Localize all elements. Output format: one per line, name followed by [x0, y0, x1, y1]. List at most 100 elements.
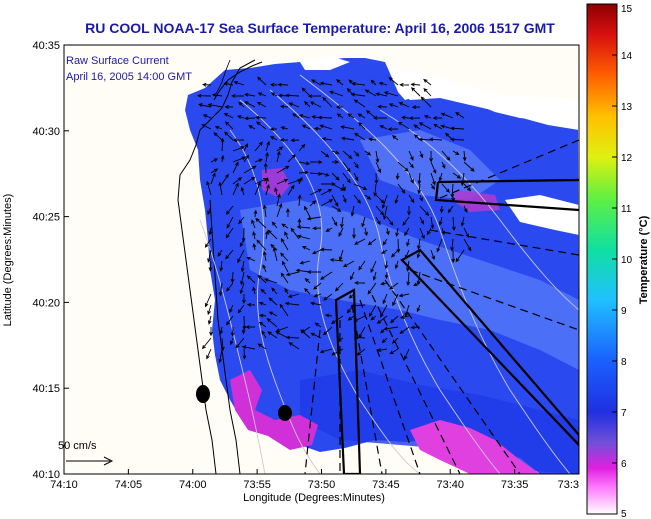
- cold-patch-east: [455, 190, 500, 212]
- current-arrow: [303, 205, 311, 218]
- current-arrow: [312, 226, 322, 231]
- nodata-east: [505, 195, 579, 235]
- current-arrow: [271, 221, 278, 229]
- current-arrow: [296, 225, 311, 230]
- current-arrow: [298, 114, 311, 119]
- current-arrow: [364, 150, 372, 156]
- current-arrow: [243, 165, 257, 174]
- current-arrow: [364, 89, 377, 97]
- current-arrow: [463, 205, 468, 213]
- current-arrow: [430, 172, 436, 186]
- y-tick-label: 40:25: [32, 212, 60, 224]
- current-arrow: [463, 227, 470, 239]
- current-arrow: [256, 101, 267, 108]
- current-arrow: [463, 183, 472, 192]
- current-arrow: [441, 150, 451, 161]
- current-arrow: [261, 330, 267, 339]
- current-arrow: [267, 331, 278, 339]
- current-arrow: [452, 172, 462, 179]
- current-arrow: [462, 150, 467, 162]
- current-arrow: [441, 183, 450, 193]
- current-arrow: [229, 304, 234, 314]
- x-axis-label: Longitude (Degrees:Minutes): [243, 492, 385, 504]
- current-arrow: [309, 200, 317, 207]
- current-arrow: [385, 227, 390, 236]
- current-arrow: [297, 194, 302, 207]
- current-arrow: [384, 271, 389, 280]
- current-arrow: [300, 329, 311, 339]
- current-arrow: [263, 162, 268, 174]
- current-arrow: [370, 79, 377, 86]
- current-arrow: [388, 103, 399, 108]
- current-arrow: [213, 132, 223, 141]
- current-arrow: [365, 110, 377, 119]
- x-axis: 74:10 74:05 74:00 73:55 73:50 73:45 73:40 73:35…: [50, 469, 580, 491]
- current-arrow: [419, 216, 424, 225]
- current-arrow: [358, 260, 366, 271]
- current-arrow: [432, 116, 443, 121]
- sst-warmer-band: [240, 200, 579, 370]
- current-arrow: [243, 154, 249, 163]
- current-arrow: [419, 205, 430, 216]
- x-tick-label: 73:45: [372, 479, 400, 491]
- current-arrow: [298, 143, 306, 152]
- current-arrow: [387, 127, 399, 132]
- current-arrow: [284, 231, 289, 240]
- current-arrow: [209, 327, 213, 337]
- current-arrow: [331, 160, 340, 165]
- current-arrow: [243, 92, 256, 97]
- current-arrow: [218, 181, 223, 196]
- current-arrow: [399, 82, 410, 87]
- current-date-label: April 16, 2005 14:00 GMT: [66, 71, 192, 83]
- current-arrow: [274, 187, 278, 196]
- current-arrow: [230, 326, 235, 337]
- current-arrow: [384, 260, 389, 270]
- current-arrow: [204, 293, 212, 308]
- current-arrow: [394, 194, 399, 205]
- buoy-marker: [196, 385, 210, 403]
- current-arrow: [375, 205, 385, 216]
- nodata-north: [300, 56, 350, 70]
- current-arrow: [292, 113, 300, 119]
- current-arrow: [350, 205, 355, 217]
- x-tick-label: 73:3: [558, 479, 579, 491]
- current-vectors: [196, 76, 475, 364]
- current-arrow: [197, 103, 212, 108]
- current-arrow: [206, 348, 212, 360]
- current-arrow: [331, 194, 339, 207]
- current-arrow: [258, 321, 267, 328]
- current-arrow: [268, 297, 278, 306]
- y-tick-label: 40:10: [32, 469, 60, 481]
- current-arrow: [306, 270, 321, 274]
- current-arrow: [314, 322, 322, 328]
- current-arrow: [245, 325, 256, 330]
- current-arrow: [353, 99, 366, 108]
- current-arrow: [280, 126, 289, 130]
- current-arrow: [246, 302, 256, 307]
- current-arrow: [285, 207, 290, 218]
- current-arrow: [310, 332, 322, 339]
- current-arrow: [324, 313, 333, 318]
- current-arrow: [375, 92, 388, 97]
- current-arrow: [375, 150, 380, 164]
- current-arrow: [237, 249, 245, 264]
- current-arrow: [230, 271, 235, 284]
- current-arrow: [276, 165, 290, 174]
- current-arrow: [413, 124, 421, 130]
- current-arrow: [298, 170, 309, 175]
- current-arrow: [428, 137, 443, 142]
- current-arrow: [450, 183, 455, 199]
- chart-title: RU COOL NOAA-17 Sea Surface Temperature:…: [85, 20, 555, 36]
- current-arrow: [224, 104, 234, 109]
- current-arrow: [321, 137, 333, 141]
- current-arrow: [364, 194, 372, 200]
- current-arrow: [447, 205, 454, 214]
- current-arrow: [219, 326, 224, 335]
- current-arrow: [441, 227, 445, 236]
- current-arrow: [236, 115, 245, 119]
- current-arrow: [398, 293, 410, 298]
- current-arrow: [255, 217, 267, 229]
- current-arrow: [280, 252, 289, 262]
- scale-label: 50 cm/s: [58, 440, 97, 452]
- x-tick-label: 74:10: [50, 479, 78, 491]
